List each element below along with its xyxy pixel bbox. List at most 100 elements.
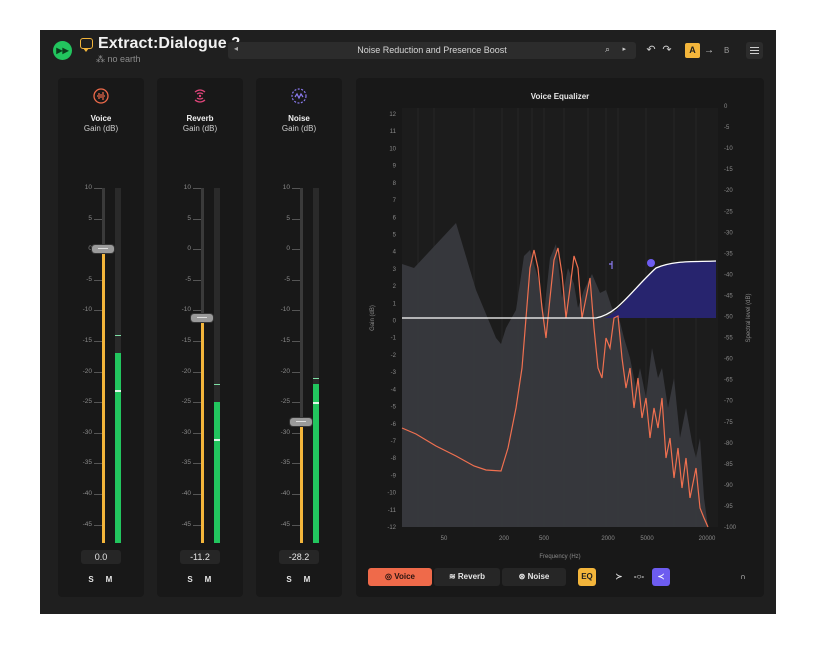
fader-tick-mark xyxy=(292,463,300,465)
eq-high-shelf-node[interactable] xyxy=(647,259,655,267)
mute-button[interactable]: M xyxy=(303,575,311,584)
fader-tick-label: -5 xyxy=(185,275,191,283)
fader-tick-mark xyxy=(193,432,201,434)
eq-right-ticks: 0 -5 -10 -15 -20 -25 -30 -35 -40 -45 -50 -55 -60 -65 -… xyxy=(724,104,737,531)
eq-graph[interactable]: 1211109876543210-1-2-3-4-5-6-7-8-9-10-11… xyxy=(356,78,764,568)
fader-fill xyxy=(201,317,204,543)
noise-tab-button[interactable]: ⊛ Noise xyxy=(502,568,566,586)
eq-gain-tick: -8 xyxy=(391,456,397,462)
fader-fill xyxy=(300,421,303,543)
eq-gain-tick: -9 xyxy=(391,473,397,479)
fader-tick-label: -10 xyxy=(181,306,191,314)
eq-gain-tick: 0 xyxy=(393,319,397,325)
fader-tick-label: -25 xyxy=(280,398,290,406)
channel-name: Noise xyxy=(288,114,310,123)
fader-fill xyxy=(102,249,105,543)
preset-next-icon[interactable]: ▸ xyxy=(622,46,626,53)
ab-copy-arrow-icon[interactable]: → xyxy=(704,45,714,56)
chat-bubble-icon[interactable] xyxy=(80,38,93,52)
gain-fader-handle[interactable] xyxy=(191,313,213,322)
fader-tick-mark xyxy=(193,463,201,465)
mute-button[interactable]: M xyxy=(204,575,212,584)
ab-b-button[interactable]: B xyxy=(724,46,730,55)
preset-prev-icon[interactable]: ◂ xyxy=(234,44,239,53)
fader-tick-label: 5 xyxy=(286,214,290,222)
noise-channel-strip: Noise Gain (dB) 10 5 0 -5 -10 -15 -20 -25 -30 -35… xyxy=(256,78,342,597)
fader-tick-label: 0 xyxy=(88,245,92,253)
eq-gain-tick: -7 xyxy=(391,439,397,445)
eq-freq-ticks: 50 200 500 2000 5000 20000 xyxy=(441,536,716,542)
gain-value[interactable]: -11.2 xyxy=(180,550,220,564)
fader-tick-label: 0 xyxy=(187,245,191,253)
eq-spectral-tick: -100 xyxy=(724,525,737,531)
fader-tick-label: -30 xyxy=(82,428,92,436)
plugin-logo-icon[interactable]: ▶▶ xyxy=(53,41,72,60)
fader-tick-mark xyxy=(94,371,102,373)
eq-gain-tick: 5 xyxy=(393,232,397,238)
fader-tick-mark xyxy=(193,524,201,526)
eq-frequency-tick: 2000 xyxy=(601,536,615,542)
fader-tick-mark xyxy=(94,218,102,220)
headphones-icon[interactable]: ∩ xyxy=(740,572,746,581)
mute-button[interactable]: M xyxy=(105,575,113,584)
solo-button[interactable]: S xyxy=(187,575,193,584)
redo-icon[interactable]: ↷ xyxy=(662,44,672,56)
plugin-title: Extract:Dialogue 2 xyxy=(98,35,241,52)
eq-gain-tick: -10 xyxy=(387,491,396,497)
eq-spectral-tick: -25 xyxy=(724,209,733,215)
low-cut-shape-icon[interactable]: ≻ xyxy=(615,572,623,581)
gain-fader-handle[interactable] xyxy=(92,245,114,254)
eq-gain-tick: 7 xyxy=(393,198,397,204)
fader-tick-label: 10 xyxy=(183,184,191,191)
gain-value[interactable]: 0.0 xyxy=(81,550,121,564)
eq-spectral-tick: -80 xyxy=(724,441,733,447)
preset-name[interactable]: Noise Reduction and Presence Boost xyxy=(357,45,507,55)
fader-tick-label: -45 xyxy=(82,520,92,528)
fader-tick-mark xyxy=(292,218,300,220)
fader-tick-label: -30 xyxy=(280,428,290,436)
eq-gain-tick: -6 xyxy=(391,422,397,428)
fader-tick-label: -5 xyxy=(86,275,92,283)
undo-icon[interactable]: ↶ xyxy=(646,44,656,56)
bell-shape-icon[interactable]: -○- xyxy=(633,572,645,581)
fader-tick-label: -20 xyxy=(181,367,191,375)
voice-channel-strip: Voice Gain (dB) 10 5 0 -5 -10 -15 -20 -25 -30 -35… xyxy=(58,78,144,597)
level-meter xyxy=(214,188,220,543)
eq-spectral-tick: -60 xyxy=(724,357,733,363)
eq-spectral-tick: -50 xyxy=(724,315,733,321)
solo-button[interactable]: S xyxy=(286,575,292,584)
eq-toggle-button[interactable]: EQ xyxy=(578,568,596,586)
fader-tick-label: -25 xyxy=(181,398,191,406)
gain-value[interactable]: -28.2 xyxy=(279,550,319,564)
fader-tick-mark xyxy=(94,524,102,526)
fader-tick-label: -5 xyxy=(284,275,290,283)
voice-equalizer-panel: Voice Equalizer xyxy=(356,78,764,597)
menu-icon[interactable] xyxy=(746,42,763,59)
fader-tick-mark xyxy=(292,432,300,434)
eq-spectral-tick: -40 xyxy=(724,272,733,278)
solo-button[interactable]: S xyxy=(88,575,94,584)
fader-tick-label: -15 xyxy=(82,337,92,345)
eq-low-node[interactable] xyxy=(609,261,613,269)
voice-tab-button[interactable]: ◎ Voice xyxy=(368,568,432,586)
eq-gain-axis-label: Gain (dB) xyxy=(370,305,376,331)
search-icon[interactable]: ⌕ xyxy=(604,44,610,54)
ab-a-button[interactable]: A xyxy=(685,43,700,58)
eq-gain-fill xyxy=(604,261,716,318)
fader-tick-mark xyxy=(193,371,201,373)
level-meter-rms xyxy=(313,402,319,405)
reverb-tab-button[interactable]: ≋ Reverb xyxy=(434,568,500,586)
preset-selector[interactable]: ◂ Noise Reduction and Presence Boost ⌕ ▸ xyxy=(228,42,636,59)
eq-spectral-tick: -15 xyxy=(724,167,733,173)
eq-gain-tick: 6 xyxy=(393,215,397,221)
fader-tick-mark xyxy=(94,279,102,281)
eq-gain-tick: 12 xyxy=(389,112,396,118)
high-shelf-shape-icon[interactable]: ≺ xyxy=(652,568,670,586)
fader-tick-label: -40 xyxy=(82,490,92,498)
eq-frequency-tick: 20000 xyxy=(699,536,716,542)
fader-track[interactable] xyxy=(300,188,303,543)
fader-tick-mark xyxy=(94,341,102,343)
eq-frequency-tick: 200 xyxy=(499,536,510,542)
fader-tick-mark xyxy=(292,341,300,343)
gain-fader-handle[interactable] xyxy=(290,417,312,426)
